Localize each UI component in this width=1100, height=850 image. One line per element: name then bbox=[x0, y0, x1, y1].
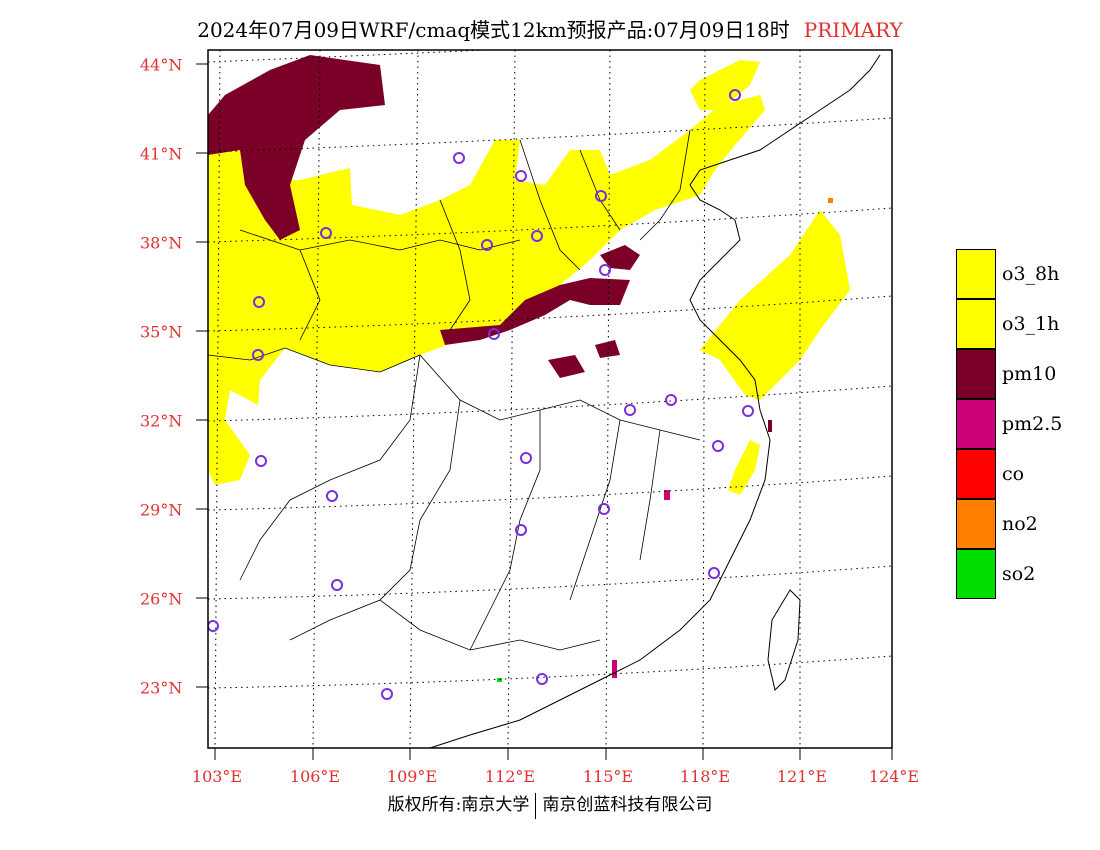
station-circle bbox=[729, 89, 741, 101]
legend-label-o3-8h: o3_8h bbox=[1002, 263, 1060, 285]
station-circle bbox=[488, 328, 500, 340]
legend-swatch-no2 bbox=[956, 499, 996, 549]
lat-label: 41°N bbox=[140, 144, 183, 164]
so2-patch-guangxi bbox=[497, 678, 502, 682]
lat-label: 35°N bbox=[140, 322, 183, 342]
copyright-right: 南京创蓝科技有限公司 bbox=[542, 795, 713, 815]
lon-label: 112°E bbox=[484, 767, 536, 786]
station-circle bbox=[708, 567, 720, 579]
station-circle bbox=[624, 404, 636, 416]
coastline bbox=[429, 54, 881, 748]
lat-label: 38°N bbox=[140, 233, 183, 253]
pm10-patch-fujian bbox=[768, 420, 772, 432]
station-circle bbox=[712, 440, 724, 452]
legend-label-no2: no2 bbox=[1002, 513, 1038, 535]
lat-label: 44°N bbox=[140, 55, 183, 75]
station-circle bbox=[515, 524, 527, 536]
copyright-footer: 版权所有:南京大学 南京创蓝科技有限公司 bbox=[0, 790, 1100, 819]
lon-label: 115°E bbox=[582, 767, 634, 786]
lon-label: 109°E bbox=[386, 767, 438, 786]
station-circle bbox=[595, 190, 607, 202]
taiwan-outline bbox=[767, 589, 801, 691]
legend-swatch-pm10 bbox=[956, 349, 996, 399]
pm10-patch-henan bbox=[548, 355, 585, 378]
legend-label-pm25: pm2.5 bbox=[1002, 413, 1063, 435]
pm25-patch-hunan bbox=[664, 490, 670, 500]
station-circle bbox=[253, 296, 265, 308]
legend-label-o3-1h: o3_1h bbox=[1002, 313, 1060, 335]
station-circle bbox=[481, 239, 493, 251]
ozone-region-northwest bbox=[208, 95, 765, 485]
map-frame bbox=[207, 49, 893, 749]
axis-ticks bbox=[196, 63, 893, 760]
station-circle bbox=[252, 349, 264, 361]
station-circle bbox=[208, 620, 219, 632]
station-circle bbox=[515, 170, 527, 182]
map-title: 2024年07月09日WRF/cmaq模式12km预报产品:07月09日18时 P… bbox=[0, 14, 1100, 43]
station-circle bbox=[536, 673, 548, 685]
title-text: 2024年07月09日WRF/cmaq模式12km预报产品:07月09日18时 bbox=[197, 18, 790, 42]
lat-label: 23°N bbox=[140, 678, 183, 698]
lon-label: 103°E bbox=[191, 767, 243, 786]
legend-label-co: co bbox=[1002, 463, 1025, 485]
graticule bbox=[208, 50, 892, 748]
copyright-left: 版权所有:南京大学 bbox=[387, 795, 530, 815]
pm10-patch-south bbox=[595, 340, 620, 358]
no2-patch-korea bbox=[828, 198, 833, 203]
pm25-patch-guangdong bbox=[612, 660, 617, 678]
pm10-region-northwest bbox=[208, 55, 385, 240]
ozone-region-east-sea bbox=[700, 210, 850, 400]
footer-separator bbox=[535, 792, 537, 819]
ozone-region-south-strip bbox=[728, 440, 760, 495]
station-circle bbox=[320, 227, 332, 239]
legend-swatch-o3-1h bbox=[956, 299, 996, 349]
lon-label: 121°E bbox=[776, 767, 828, 786]
station-circle bbox=[531, 230, 543, 242]
legend-label-pm10: pm10 bbox=[1002, 363, 1057, 385]
title-tag: PRIMARY bbox=[803, 18, 903, 42]
station-circle bbox=[742, 405, 754, 417]
station-circle bbox=[453, 152, 465, 164]
legend-label-so2: so2 bbox=[1002, 563, 1036, 585]
lon-label: 124°E bbox=[868, 767, 920, 786]
station-circle bbox=[331, 579, 343, 591]
lat-label: 26°N bbox=[140, 589, 183, 609]
station-circle bbox=[665, 394, 677, 406]
pm10-patch-hebei bbox=[600, 245, 640, 270]
station-circle bbox=[255, 455, 267, 467]
legend-swatch-so2 bbox=[956, 549, 996, 599]
station-circle bbox=[381, 688, 393, 700]
station-circle bbox=[598, 503, 610, 515]
lat-label: 32°N bbox=[140, 411, 183, 431]
station-circle bbox=[326, 490, 338, 502]
station-circle bbox=[520, 452, 532, 464]
station-circle bbox=[599, 264, 611, 276]
legend-swatch-co bbox=[956, 449, 996, 499]
map-body bbox=[208, 50, 892, 748]
lon-label: 106°E bbox=[289, 767, 341, 786]
legend-swatch-pm25 bbox=[956, 399, 996, 449]
legend-swatch-o3-8h bbox=[956, 249, 996, 299]
lat-label: 29°N bbox=[140, 500, 183, 520]
station-markers bbox=[208, 89, 754, 700]
lon-label: 118°E bbox=[679, 767, 731, 786]
ozone-region-coastal bbox=[690, 60, 760, 110]
pm10-band-central bbox=[440, 278, 630, 345]
